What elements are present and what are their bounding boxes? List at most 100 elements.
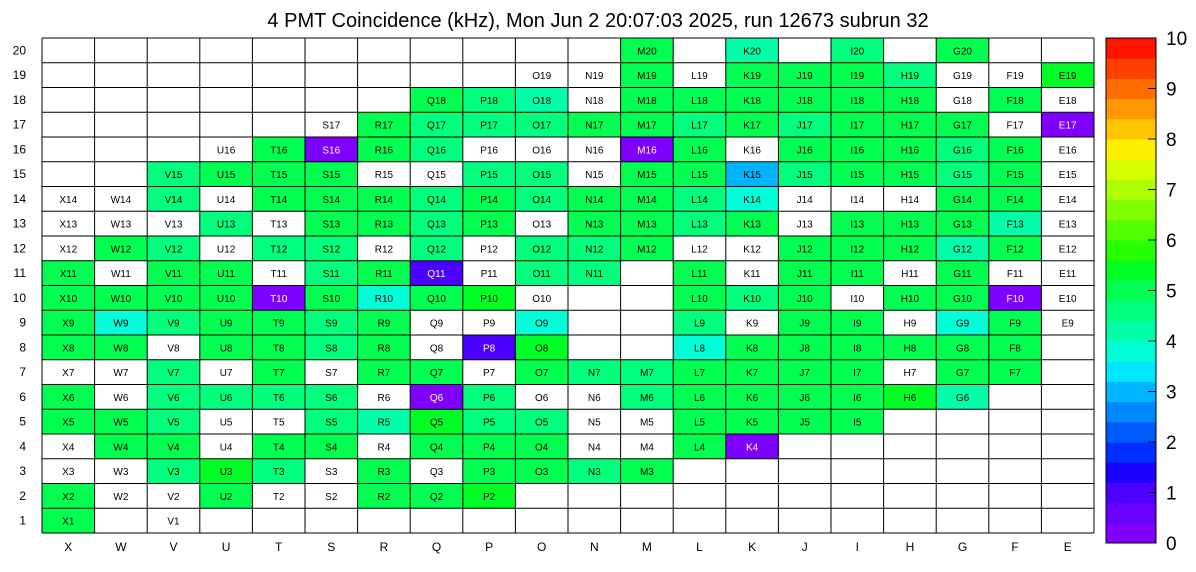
cell-fill: [568, 434, 621, 459]
heatmap-cell: P8: [462, 335, 516, 360]
heatmap-cell: I7: [831, 359, 884, 385]
cell-label: O19: [532, 71, 551, 82]
cell-label: T10: [270, 294, 288, 305]
heatmap-cell: I10: [831, 285, 884, 311]
cell-fill: [936, 137, 989, 162]
cell-label: Q18: [427, 96, 446, 107]
cell-fill: [831, 137, 884, 162]
cell-label: U8: [220, 343, 233, 354]
cell-label: O5: [535, 418, 549, 429]
cell-label: U2: [220, 492, 233, 503]
cell-fill: [725, 359, 779, 385]
cell-label: Q5: [430, 418, 444, 429]
cell-fill: [778, 112, 831, 137]
cell-fill: [199, 483, 253, 509]
cell-fill: [410, 236, 463, 261]
cell-fill: [673, 62, 726, 88]
heatmap-cell: Q2: [410, 483, 463, 509]
heatmap-cell: O8: [515, 335, 568, 360]
cell-label: U12: [217, 244, 236, 255]
cell-label: U3: [220, 467, 233, 478]
cell-label: O18: [532, 96, 551, 107]
colorbar-segment: [1106, 421, 1156, 443]
heatmap-cell: T15: [252, 161, 305, 187]
heatmap-cell: O17: [515, 112, 568, 137]
heatmap-cell: L7: [673, 359, 726, 385]
cell-label: E12: [1059, 244, 1077, 255]
cell-fill: [357, 186, 411, 212]
cell-label: P2: [483, 492, 496, 503]
cell-fill: [462, 458, 516, 484]
cell-fill: [725, 335, 779, 360]
cell-fill: [673, 285, 726, 311]
heatmap-cell: U7: [199, 359, 253, 385]
cell-fill: [410, 458, 463, 484]
cell-fill: [462, 483, 516, 509]
cell-label: V15: [165, 170, 183, 181]
cell-label: N19: [585, 71, 604, 82]
heatmap-cell: G8: [936, 335, 989, 360]
cell-label: N7: [588, 368, 601, 379]
cell-label: N13: [585, 220, 604, 231]
cell-label: J5: [799, 418, 810, 429]
heatmap-cell: V5: [147, 409, 200, 434]
heatmap-cell: L14: [673, 186, 726, 212]
heatmap-cell: F14: [988, 186, 1042, 212]
cell-fill: [410, 384, 463, 410]
heatmap-cell: I12: [831, 236, 884, 261]
cell-label: S2: [325, 492, 338, 503]
cell-fill: [568, 458, 621, 484]
plot-frame: [41, 37, 1095, 534]
heatmap-cell: G10: [936, 285, 989, 311]
heatmap-cell: I8: [831, 335, 884, 360]
cell-label: S7: [325, 368, 338, 379]
cell-label: W4: [113, 442, 128, 453]
cell-label: N15: [585, 170, 604, 181]
cell-fill: [94, 409, 148, 434]
cell-label: E15: [1059, 170, 1077, 181]
y-tick-label: 20: [13, 43, 27, 57]
heatmap-cell: O4: [515, 434, 568, 459]
heatmap-cell: F8: [988, 335, 1042, 360]
colorbar-segment: [1106, 38, 1156, 59]
heatmap-cell: V14: [147, 186, 200, 212]
heatmap-cell: M18: [620, 87, 674, 113]
heatmap-cell: G15: [936, 161, 989, 187]
cell-fill: [252, 359, 305, 385]
cell-fill: [462, 285, 516, 311]
heatmap-cell: M19: [620, 62, 674, 88]
cell-fill: [462, 186, 516, 212]
cell-label: X1: [62, 517, 75, 528]
heatmap-cell: X13: [42, 211, 95, 236]
heatmap-cell: R7: [357, 359, 411, 385]
heatmap-cell: K12: [725, 236, 779, 261]
heatmap-cell: F15: [988, 161, 1042, 187]
cell-label: E16: [1059, 145, 1077, 156]
cell-fill: [357, 483, 411, 509]
heatmap-cell: V2: [147, 483, 200, 509]
cell-label: E9: [1062, 319, 1075, 330]
cell-fill: [620, 62, 674, 88]
cell-label: G13: [953, 220, 972, 231]
cell-label: N6: [588, 393, 601, 404]
heatmap-cell: F19: [988, 62, 1042, 88]
cell-fill: [778, 310, 831, 335]
cell-fill: [568, 186, 621, 212]
heatmap-cell: T3: [252, 458, 305, 484]
heatmap-cell: S12: [305, 236, 358, 261]
cell-fill: [831, 236, 884, 261]
heatmap-cell: N12: [568, 236, 621, 261]
heatmap-cell: E14: [1041, 186, 1094, 212]
cell-fill: [936, 38, 989, 63]
cell-label: G12: [953, 244, 972, 255]
heatmap-cell: T11: [252, 260, 305, 286]
y-tick-label: 3: [19, 464, 26, 478]
cell-fill: [673, 112, 726, 137]
cell-label: Q6: [430, 393, 444, 404]
cell-label: F19: [1006, 71, 1024, 82]
cell-fill: [462, 236, 516, 261]
cell-label: G11: [953, 269, 972, 280]
heatmap-cell: H15: [883, 161, 937, 187]
cell-fill: [252, 161, 305, 187]
